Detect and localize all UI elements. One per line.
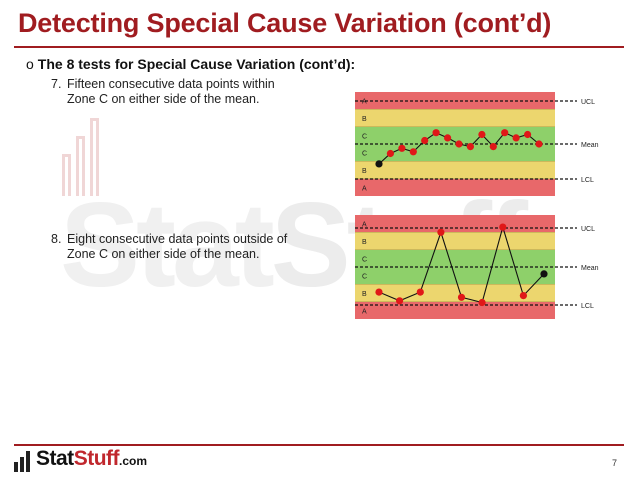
zone-a-lower <box>355 178 555 196</box>
data-point <box>535 140 543 148</box>
data-point <box>398 144 406 152</box>
data-point <box>432 129 440 137</box>
mean-label: Mean <box>581 265 599 272</box>
zone-a-upper <box>355 215 555 233</box>
data-point <box>421 136 429 145</box>
data-point <box>455 140 463 148</box>
test-8-line1: Eight consecutive data points outside of <box>67 232 288 246</box>
zone-label: A <box>362 308 367 315</box>
data-point <box>375 160 383 168</box>
data-point <box>457 293 466 301</box>
footer-divider <box>14 444 624 446</box>
title-divider <box>14 46 624 48</box>
data-point <box>386 149 394 158</box>
zone-label: C <box>362 151 367 158</box>
logo-wordmark: StatStuff.com <box>36 447 148 470</box>
control-chart-test-8-svg: A B C C B A UCL Mean LCL <box>355 215 599 319</box>
ucl-label: UCL <box>581 226 595 233</box>
data-point <box>437 228 445 236</box>
zone-label: C <box>362 274 367 281</box>
data-point <box>409 148 417 156</box>
bullet-heading: o The 8 tests for Special Cause Variation… <box>26 56 355 72</box>
data-point <box>524 130 532 139</box>
zone-a-lower <box>355 301 555 319</box>
zone-b-lower <box>355 161 555 179</box>
zone-label: B <box>362 116 367 123</box>
control-chart-test-8: A B C C B A UCL Mean LCL <box>355 215 603 319</box>
data-point <box>519 292 527 300</box>
zone-b-lower <box>355 284 555 302</box>
test-7-line1: Fifteen consecutive data points within <box>67 77 275 91</box>
test-8-number: 8. <box>51 232 62 246</box>
lcl-label: LCL <box>581 177 594 184</box>
test-7-item: 7. Fifteen consecutive data points within… <box>51 77 275 107</box>
zone-label: C <box>362 256 367 263</box>
zone-label: B <box>362 239 367 246</box>
data-point <box>489 143 497 151</box>
ucl-label: UCL <box>581 99 595 106</box>
bullet-marker: o <box>26 56 34 72</box>
page-number: 7 <box>612 458 618 468</box>
test-7-number: 7. <box>51 77 62 91</box>
control-chart-test-7-svg: A B C C B A UCL Mean LCL <box>355 92 599 196</box>
bullet-heading-text: The 8 tests for Special Cause Variation … <box>37 56 356 72</box>
zone-b-upper <box>355 109 555 127</box>
data-point <box>444 134 452 142</box>
zone-label: A <box>362 185 367 192</box>
slide-title: Detecting Special Cause Variation (cont’… <box>18 8 552 38</box>
data-point <box>540 270 548 278</box>
data-point <box>466 143 474 151</box>
data-point <box>478 130 486 139</box>
test-8-line2: Zone C on either side of the mean. <box>67 247 260 261</box>
test-7-line2: Zone C on either side of the mean. <box>67 92 260 106</box>
data-point <box>501 129 509 137</box>
zone-label: C <box>362 133 367 140</box>
test-8-item: 8. Eight consecutive data points outside … <box>51 232 287 262</box>
control-chart-test-7: A B C C B A UCL Mean LCL <box>355 92 603 196</box>
statstuff-logo: StatStuff.com <box>14 448 147 472</box>
lcl-label: LCL <box>581 303 594 310</box>
data-point <box>416 288 424 296</box>
data-point <box>499 223 507 231</box>
mean-label: Mean <box>581 142 599 149</box>
data-point <box>396 297 404 305</box>
zone-b-upper <box>355 232 555 250</box>
logo-bars-icon <box>14 450 34 472</box>
data-point <box>375 288 383 296</box>
data-point <box>512 134 520 142</box>
zone-c-upper <box>355 249 555 267</box>
zone-label: B <box>362 168 367 175</box>
zone-label: B <box>362 291 367 298</box>
zone-label: A <box>362 99 367 106</box>
data-point <box>478 298 486 307</box>
zone-label: A <box>362 222 367 229</box>
